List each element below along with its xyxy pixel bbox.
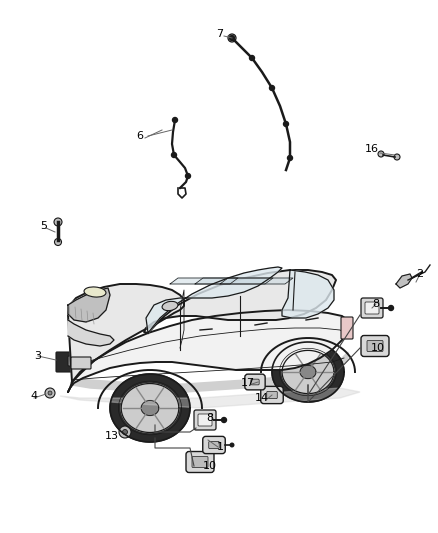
Ellipse shape bbox=[162, 301, 178, 311]
Polygon shape bbox=[144, 270, 336, 333]
Polygon shape bbox=[300, 366, 316, 378]
Circle shape bbox=[186, 174, 191, 179]
Circle shape bbox=[173, 117, 177, 123]
FancyBboxPatch shape bbox=[367, 341, 383, 351]
Circle shape bbox=[283, 122, 289, 126]
Polygon shape bbox=[72, 352, 348, 392]
Text: 2: 2 bbox=[417, 269, 424, 279]
Circle shape bbox=[287, 156, 293, 160]
Polygon shape bbox=[60, 388, 360, 408]
FancyBboxPatch shape bbox=[251, 379, 259, 385]
Polygon shape bbox=[110, 374, 190, 442]
FancyBboxPatch shape bbox=[245, 374, 265, 390]
FancyBboxPatch shape bbox=[68, 356, 80, 366]
FancyBboxPatch shape bbox=[186, 451, 214, 472]
Text: 17: 17 bbox=[241, 378, 255, 388]
Circle shape bbox=[54, 218, 62, 226]
FancyBboxPatch shape bbox=[365, 302, 379, 314]
FancyBboxPatch shape bbox=[267, 391, 277, 399]
Polygon shape bbox=[170, 278, 238, 284]
Circle shape bbox=[230, 36, 234, 41]
Circle shape bbox=[54, 238, 61, 246]
Circle shape bbox=[119, 426, 131, 438]
Polygon shape bbox=[396, 274, 412, 288]
Polygon shape bbox=[272, 342, 344, 402]
FancyBboxPatch shape bbox=[361, 298, 383, 318]
Text: 4: 4 bbox=[30, 391, 38, 401]
Text: 7: 7 bbox=[216, 29, 223, 39]
Circle shape bbox=[172, 152, 177, 157]
Text: 16: 16 bbox=[365, 144, 379, 154]
Circle shape bbox=[389, 305, 393, 311]
Circle shape bbox=[250, 55, 254, 61]
FancyBboxPatch shape bbox=[361, 335, 389, 357]
Circle shape bbox=[269, 85, 275, 91]
FancyBboxPatch shape bbox=[198, 414, 212, 426]
Text: 8: 8 bbox=[206, 413, 214, 423]
Circle shape bbox=[45, 388, 55, 398]
FancyBboxPatch shape bbox=[192, 456, 208, 467]
Polygon shape bbox=[282, 350, 334, 393]
Circle shape bbox=[394, 154, 400, 160]
Polygon shape bbox=[68, 284, 184, 382]
Circle shape bbox=[222, 417, 226, 423]
Polygon shape bbox=[68, 288, 110, 322]
Circle shape bbox=[123, 430, 127, 434]
Polygon shape bbox=[141, 400, 159, 416]
Polygon shape bbox=[68, 320, 114, 346]
Polygon shape bbox=[195, 278, 273, 284]
Text: 10: 10 bbox=[371, 343, 385, 353]
Polygon shape bbox=[220, 278, 293, 284]
Circle shape bbox=[230, 36, 233, 39]
Polygon shape bbox=[68, 310, 350, 392]
Polygon shape bbox=[282, 270, 334, 318]
FancyBboxPatch shape bbox=[261, 386, 283, 403]
Text: 8: 8 bbox=[372, 299, 380, 309]
Circle shape bbox=[228, 34, 236, 42]
FancyBboxPatch shape bbox=[203, 437, 225, 454]
Polygon shape bbox=[121, 384, 179, 432]
Text: 10: 10 bbox=[203, 461, 217, 471]
FancyBboxPatch shape bbox=[341, 317, 353, 339]
Circle shape bbox=[48, 391, 52, 395]
Text: 6: 6 bbox=[137, 131, 144, 141]
Circle shape bbox=[378, 151, 384, 157]
Polygon shape bbox=[146, 267, 282, 333]
FancyBboxPatch shape bbox=[194, 410, 216, 430]
FancyBboxPatch shape bbox=[71, 357, 91, 369]
Circle shape bbox=[230, 442, 234, 448]
FancyBboxPatch shape bbox=[209, 441, 219, 449]
Text: 14: 14 bbox=[255, 393, 269, 403]
FancyBboxPatch shape bbox=[56, 352, 72, 372]
Text: 5: 5 bbox=[40, 221, 47, 231]
Ellipse shape bbox=[84, 287, 106, 297]
Text: 1: 1 bbox=[216, 442, 223, 452]
Text: 3: 3 bbox=[35, 351, 42, 361]
Text: 13: 13 bbox=[105, 431, 119, 441]
